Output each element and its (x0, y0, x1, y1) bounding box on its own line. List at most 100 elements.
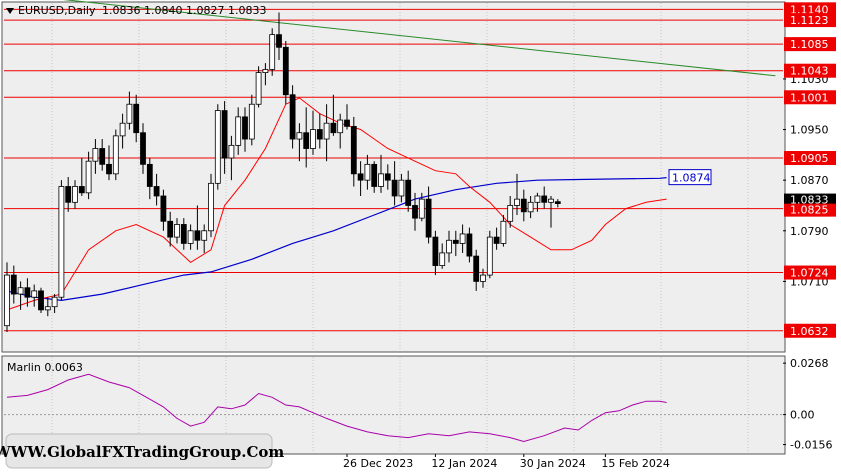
candle-body (208, 182, 214, 232)
level-label: 1.0825 (790, 204, 829, 217)
candle (452, 230, 459, 257)
candle (330, 94, 337, 136)
candle (371, 161, 378, 193)
level-label-box (784, 323, 836, 338)
candle (153, 173, 160, 206)
candle-body (221, 110, 228, 159)
candle-body (167, 220, 174, 238)
candle-body (398, 179, 405, 197)
candle (133, 94, 140, 143)
candle (99, 139, 106, 171)
candle (194, 205, 201, 250)
candle (235, 107, 242, 155)
candle-body (554, 201, 561, 204)
candle-body (92, 148, 99, 162)
candle (187, 224, 194, 250)
symbol-dropdown-icon[interactable] (6, 8, 14, 14)
level-label-box (784, 37, 836, 52)
price-panel[interactable] (1, 1, 786, 353)
candle-body (439, 252, 446, 266)
candle-body (153, 186, 160, 197)
candle-body (357, 173, 364, 181)
candle (432, 230, 439, 276)
level-label-box (784, 151, 836, 166)
candle (303, 107, 310, 168)
candle (473, 249, 480, 291)
candle (425, 186, 432, 244)
candle-body (242, 116, 248, 140)
candle (146, 158, 153, 200)
candle-body (262, 69, 269, 73)
candle (269, 28, 276, 76)
candle (228, 135, 235, 181)
candle-body (405, 179, 412, 206)
level-label-box (784, 2, 836, 17)
candle-body (418, 198, 425, 219)
watermark-text: WWW.GlobalFXTradingGroup.Com (0, 443, 284, 461)
candle (296, 123, 303, 162)
candle-body (330, 122, 337, 134)
candle (248, 94, 255, 146)
horizontal-levels (4, 8, 783, 332)
candle (51, 294, 58, 314)
last-price-box (784, 193, 836, 206)
candle (310, 110, 316, 155)
candle-body (194, 230, 201, 241)
candle-body (146, 163, 153, 187)
candle-body (140, 132, 146, 165)
x-tick-label: 26 Dec 2023 (343, 457, 413, 470)
candle (24, 278, 31, 307)
candle-body (58, 186, 65, 298)
candle (364, 154, 371, 190)
candle (391, 161, 398, 206)
level-label-box (784, 63, 836, 78)
candle (167, 211, 174, 247)
candle-body (310, 129, 316, 149)
level-label-box (784, 90, 836, 105)
candle-body (296, 132, 303, 140)
candle-body (534, 195, 541, 203)
candle (398, 173, 405, 203)
level-label-box (784, 265, 836, 280)
candle (459, 224, 466, 253)
candle (140, 123, 146, 174)
candle-body (38, 290, 44, 311)
candle-body (106, 163, 112, 175)
candle-body (282, 46, 289, 96)
level-label: 1.0905 (790, 152, 829, 165)
candle (486, 230, 493, 279)
candle (262, 63, 269, 86)
candle-body (112, 135, 119, 175)
y-tick-label: 1.0950 (790, 124, 829, 137)
candle-body (337, 119, 344, 134)
candle-body (44, 306, 51, 311)
candle-body (65, 186, 72, 203)
candle (17, 281, 24, 310)
candle (378, 154, 384, 193)
candle (72, 180, 78, 209)
candle (208, 173, 214, 238)
candles (4, 12, 561, 333)
candle-body (514, 198, 520, 206)
x-tick-label: 30 Jan 2024 (520, 457, 586, 470)
watermark-box (5, 433, 273, 469)
candle-body (378, 173, 384, 187)
level-label: 1.0632 (790, 325, 829, 338)
candle-body (459, 233, 466, 244)
candle (350, 116, 357, 187)
level-label: 1.1085 (790, 38, 829, 51)
trendline-layer (62, 0, 776, 77)
candle-body (248, 103, 255, 140)
candle (446, 230, 452, 263)
candle-body (201, 230, 208, 241)
candle (44, 297, 51, 317)
candle-body (432, 236, 439, 266)
candle-body (500, 220, 507, 244)
candle (112, 129, 119, 181)
time-axis: 26 Dec 2023 12 Jan 2024 30 Jan 2024 15 Feb … (343, 454, 670, 470)
candle (466, 227, 473, 263)
candle (507, 195, 514, 228)
candle (357, 161, 364, 196)
ma-slow-value-box (668, 169, 712, 186)
